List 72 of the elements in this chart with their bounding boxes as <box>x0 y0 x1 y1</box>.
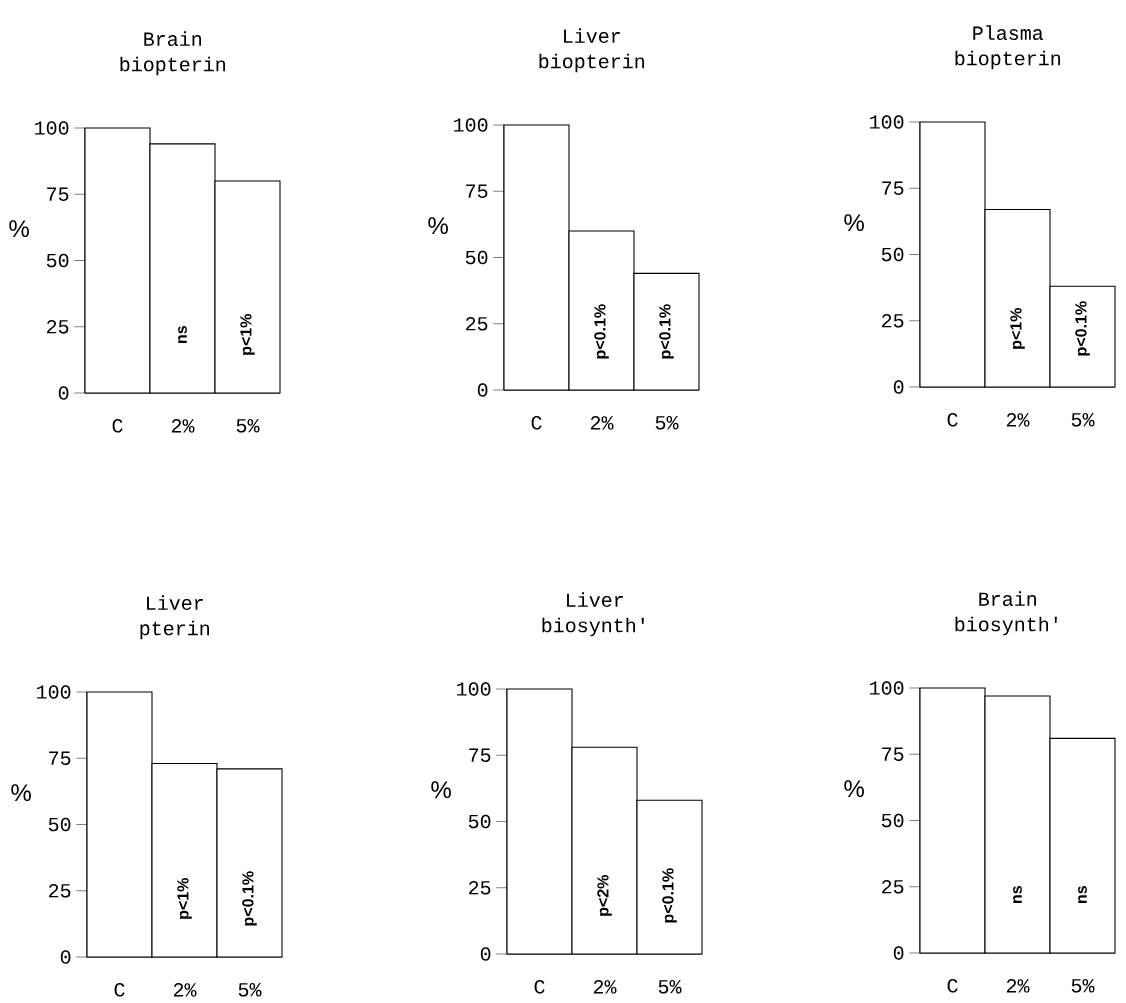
y-tick-label: 50 <box>881 247 904 262</box>
y-tick-label: 100 <box>35 121 69 135</box>
annotation: p<1% <box>1010 308 1025 349</box>
y-tick-label: 25 <box>49 883 71 898</box>
x-tick-label: 5% <box>658 980 682 994</box>
y-axis-title: % <box>428 217 448 235</box>
y-tick-label: 100 <box>457 682 491 696</box>
y-tick-label: 100 <box>37 685 71 699</box>
x-tick-label: 2% <box>171 419 195 433</box>
x-tick-label: 5% <box>1071 979 1095 993</box>
y-axis-title: % <box>844 214 864 232</box>
chart-title: Brain biosynth' <box>955 591 1057 636</box>
y-tick-label: 0 <box>60 950 71 964</box>
x-tick-label: C <box>947 413 958 427</box>
x-tick-label: C <box>531 416 542 430</box>
annotation: p<1% <box>240 314 255 355</box>
x-tick-label: 2% <box>593 980 617 994</box>
annotation: p<2% <box>597 875 612 916</box>
annotation: ns <box>178 326 187 343</box>
y-tick-label: 75 <box>49 751 71 765</box>
y-tick-label: 50 <box>881 813 904 828</box>
y-axis-title: % <box>9 220 29 238</box>
y-tick-label: 100 <box>870 115 904 129</box>
y-tick-label: 25 <box>882 313 904 328</box>
y-tick-label: 0 <box>477 383 488 397</box>
annotation: p<0.1% <box>1075 301 1090 356</box>
x-tick-label: 2% <box>173 983 197 997</box>
y-tick-label: 0 <box>893 946 904 960</box>
annotation: p<0.1% <box>662 868 677 923</box>
x-tick-label: 2% <box>1006 979 1030 993</box>
y-axis-title: % <box>11 784 31 802</box>
chart-title: Liver pterin <box>140 595 209 640</box>
chart-title: Liver biosynth' <box>542 592 644 637</box>
annotation: p<1% <box>177 878 192 919</box>
y-tick-label: 75 <box>882 747 904 761</box>
x-tick-label: 5% <box>238 983 262 997</box>
x-tick-label: 2% <box>1006 413 1030 427</box>
x-tick-label: 5% <box>655 416 679 430</box>
y-tick-label: 75 <box>47 187 69 201</box>
y-tick-label: 50 <box>46 253 69 268</box>
annotation: ns <box>1013 886 1022 903</box>
y-tick-label: 100 <box>870 681 904 695</box>
y-tick-label: 0 <box>893 380 904 394</box>
x-tick-label: 5% <box>236 419 260 433</box>
y-tick-label: 50 <box>48 817 71 832</box>
x-tick-label: C <box>114 983 125 997</box>
x-tick-label: C <box>534 980 545 994</box>
x-tick-label: 5% <box>1071 413 1095 427</box>
x-tick-label: C <box>947 979 958 993</box>
chart-title: Plasma biopterin <box>955 25 1060 70</box>
y-tick-label: 25 <box>469 880 491 895</box>
y-tick-label: 75 <box>466 184 488 198</box>
chart-title: Liver biopterin <box>539 28 644 73</box>
y-axis-title: % <box>844 780 864 798</box>
y-tick-label: 25 <box>882 879 904 894</box>
y-tick-label: 100 <box>454 118 488 132</box>
x-tick-label: C <box>112 419 123 433</box>
y-tick-label: 75 <box>882 181 904 195</box>
y-tick-label: 75 <box>469 748 491 762</box>
y-axis-title: % <box>431 781 451 799</box>
annotation: ns <box>1078 886 1087 903</box>
chart-title: Brain biopterin <box>120 31 225 76</box>
x-tick-label: 2% <box>590 416 614 430</box>
y-tick-label: 25 <box>466 316 488 331</box>
annotation: p<0.1% <box>242 871 257 926</box>
y-tick-label: 25 <box>47 319 69 334</box>
y-tick-label: 0 <box>58 386 69 400</box>
y-tick-label: 0 <box>480 947 491 961</box>
annotation: p<0.1% <box>659 304 674 359</box>
y-tick-label: 50 <box>465 250 488 265</box>
y-tick-label: 50 <box>468 814 491 829</box>
annotation: p<0.1% <box>594 304 609 359</box>
